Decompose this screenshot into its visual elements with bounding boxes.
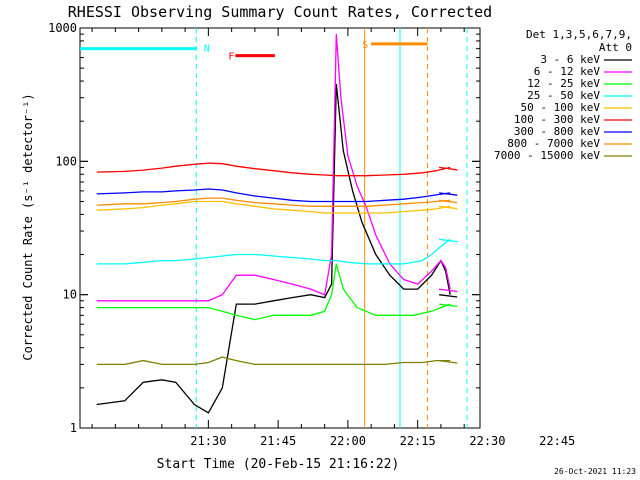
x-tick-label: 21:45 xyxy=(260,434,296,448)
series-stub-8 xyxy=(439,199,458,204)
series-stub-4 xyxy=(439,238,458,243)
y-tick-label: 1 xyxy=(70,421,77,435)
x-tick-label: 21:30 xyxy=(190,434,226,448)
marker-label-S: S xyxy=(362,40,368,51)
timestamp: 26-Oct-2021 11:23 xyxy=(554,467,636,476)
series-stub-3 xyxy=(439,303,458,308)
legend-label-2: 6 - 12 keV xyxy=(534,65,601,78)
series-stub-9 xyxy=(439,359,458,364)
series-stub-2 xyxy=(439,288,458,293)
plot-frame xyxy=(79,27,481,429)
series-stub-5 xyxy=(439,205,458,210)
x-tick-label: 22:00 xyxy=(330,434,366,448)
series-stub-7 xyxy=(439,192,458,196)
y-axis-label: Corrected Count Rate (s⁻¹ detector⁻¹) xyxy=(21,93,35,360)
series-line-5 xyxy=(96,200,451,214)
legend-header-line-1: Det 1,3,5,6,7,9, xyxy=(526,28,632,41)
legend-label-7: 300 - 800 keV xyxy=(514,125,600,138)
x-tick-label: 22:15 xyxy=(400,434,436,448)
legend-label-4: 25 - 50 keV xyxy=(527,89,600,102)
legend-label-6: 100 - 300 keV xyxy=(514,113,600,126)
legend-label-3: 12 - 25 keV xyxy=(527,77,600,90)
series-line-3 xyxy=(96,263,451,321)
chart-title: RHESSI Observing Summary Count Rates, Co… xyxy=(68,3,492,21)
series-stub-6 xyxy=(439,166,458,171)
legend-label-1: 3 - 6 keV xyxy=(540,53,600,66)
series-line-4 xyxy=(96,238,451,265)
y-tick-label: 100 xyxy=(55,154,77,168)
marker-label-N: N xyxy=(204,44,210,55)
series-line-9 xyxy=(96,356,451,366)
legend-header-line-2: Att 0 xyxy=(599,41,632,54)
x-tick-label: 22:30 xyxy=(469,434,505,448)
series-line-7 xyxy=(96,188,451,203)
x-tick-label: 22:45 xyxy=(539,434,575,448)
y-tick-label: 1000 xyxy=(48,21,77,35)
x-axis-label: Start Time (20-Feb-15 21:16:22) xyxy=(157,457,400,472)
plot-area: 1 10 100 1000 21:30 21:45 22:00 22:15 22:30 22:45… xyxy=(48,21,575,448)
series-line-6 xyxy=(96,162,451,177)
legend-label-9: 7000 - 15000 keV xyxy=(494,149,600,162)
y-tick-label: 10 xyxy=(63,288,77,302)
legend-label-5: 50 - 100 keV xyxy=(521,101,601,114)
series-line-1 xyxy=(96,83,451,414)
series-line-8 xyxy=(96,197,451,207)
legend-label-8: 800 - 7000 keV xyxy=(507,137,600,150)
marker-label-F: F xyxy=(228,52,234,63)
series-stub-1 xyxy=(439,294,458,298)
series-line-2 xyxy=(96,34,451,302)
